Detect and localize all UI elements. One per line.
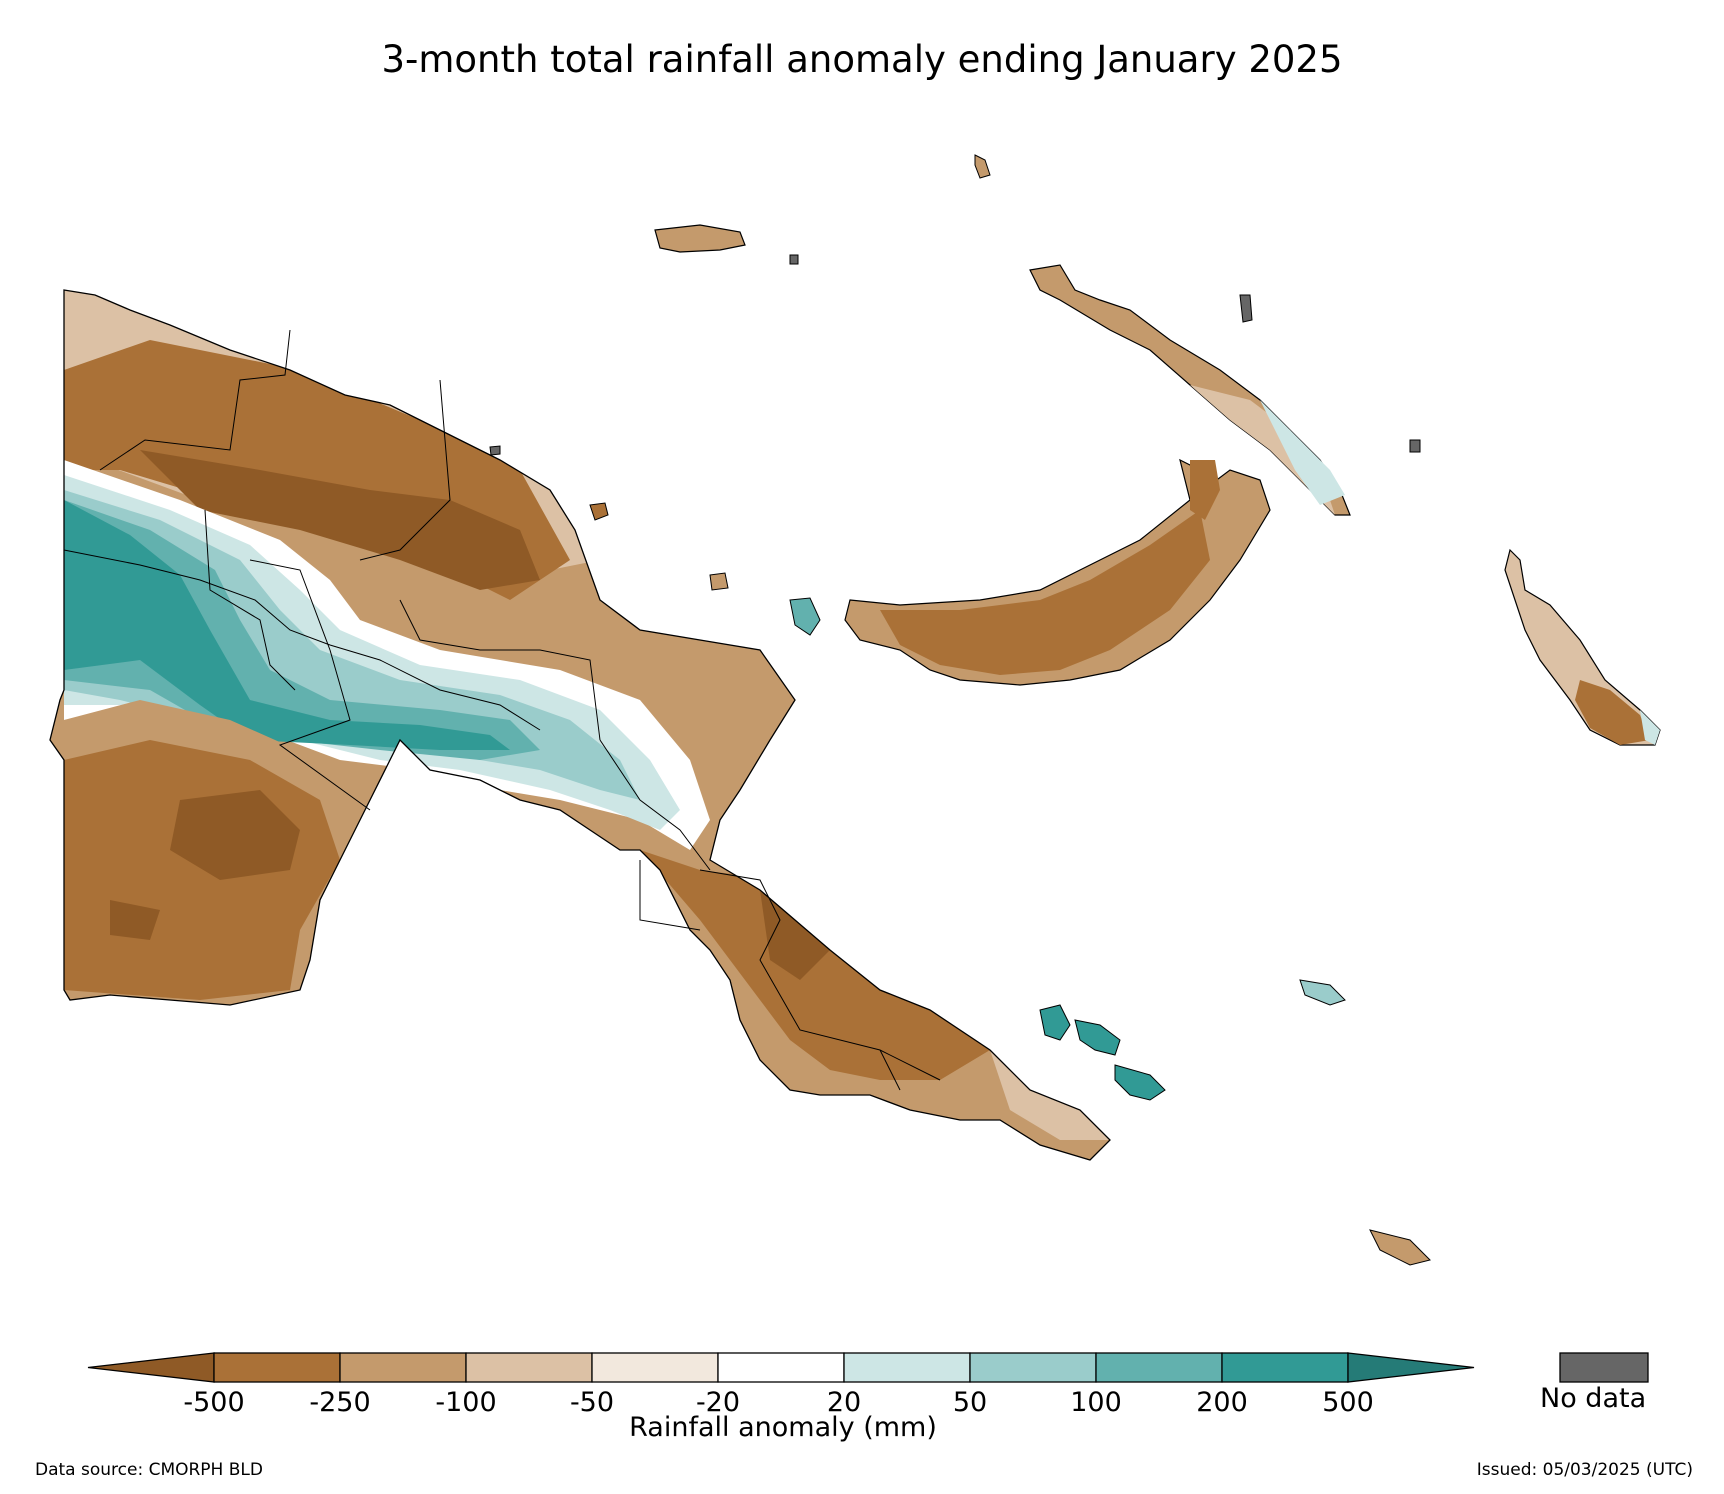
colorbar-segment-r_200_500	[1221, 1352, 1349, 1383]
zone-below-500-south	[170, 790, 300, 880]
bougainville	[1504, 548, 1661, 746]
zone-below-500-sw	[110, 900, 160, 940]
new-britain	[844, 458, 1271, 686]
woodlark-island	[1299, 979, 1346, 1006]
small-island-north	[974, 154, 991, 179]
colorbar-extend-low	[87, 1352, 215, 1383]
colorbar-tick-label: 200	[1196, 1387, 1248, 1418]
colorbar-tick-label: -20	[696, 1387, 740, 1418]
colorbar-tick-label: 50	[953, 1387, 987, 1418]
nodata-island-2	[489, 445, 501, 456]
colorbar-tick-label: 500	[1322, 1387, 1374, 1418]
colorbar-segment-r_50_20	[591, 1352, 719, 1383]
mainland-coastline	[49, 289, 1111, 1161]
zone-100-50-tail	[990, 1050, 1110, 1140]
zone-200-500	[64, 500, 510, 750]
colorbar-segment-r_250_100	[339, 1352, 467, 1383]
colorbar: -500 -250 -100 -50 -20 20 50 100 200 500	[87, 1352, 1475, 1418]
zone-below-500-north	[140, 450, 540, 590]
province-boundaries	[63, 329, 941, 1091]
nodata-label: No data	[1540, 1383, 1647, 1414]
karkar-island	[589, 502, 609, 521]
rossel-island	[1369, 1229, 1431, 1266]
colorbar-segment-r_100_200	[1095, 1352, 1223, 1383]
map-title: 3-month total rainfall anomaly ending Ja…	[381, 38, 1343, 81]
nodata-island-4	[789, 254, 799, 265]
colorbar-tick-label: 20	[827, 1387, 861, 1418]
colorbar-tick-label: -500	[183, 1387, 244, 1418]
mainland	[49, 289, 1111, 1161]
colorbar-segment-r_50_100	[969, 1352, 1097, 1383]
colorbar-segment-r_20_20	[717, 1352, 845, 1383]
fergusson-island	[1074, 1019, 1121, 1056]
colorbar-segment-r_500_250	[213, 1352, 341, 1383]
colorbar-tick-label: -50	[570, 1387, 614, 1418]
nodata-island-1	[1239, 294, 1253, 323]
new-ireland	[1029, 264, 1351, 516]
nodata-island-3	[1409, 439, 1421, 453]
colorbar-segment-r_20_50	[843, 1352, 971, 1383]
zone-100-200	[64, 500, 540, 760]
colorbar-segment-r_100_50	[465, 1352, 593, 1383]
umboi-island	[789, 597, 821, 636]
long-island	[709, 572, 729, 591]
colorbar-label: Rainfall anomaly (mm)	[629, 1412, 937, 1443]
normanby-island	[1114, 1064, 1166, 1101]
data-source: Data source: CMORPH BLD	[35, 1460, 263, 1480]
manus-island	[654, 224, 746, 253]
colorbar-tick-label: -250	[309, 1387, 370, 1418]
colorbar-extend-high	[1347, 1352, 1475, 1383]
issued-date: Issued: 05/03/2025 (UTC)	[1476, 1460, 1693, 1480]
colorbar-tick-label: 100	[1070, 1387, 1122, 1418]
nodata-swatch	[1559, 1352, 1649, 1383]
colorbar-tick-label: -100	[435, 1387, 496, 1418]
goodenough-island	[1039, 1004, 1071, 1041]
